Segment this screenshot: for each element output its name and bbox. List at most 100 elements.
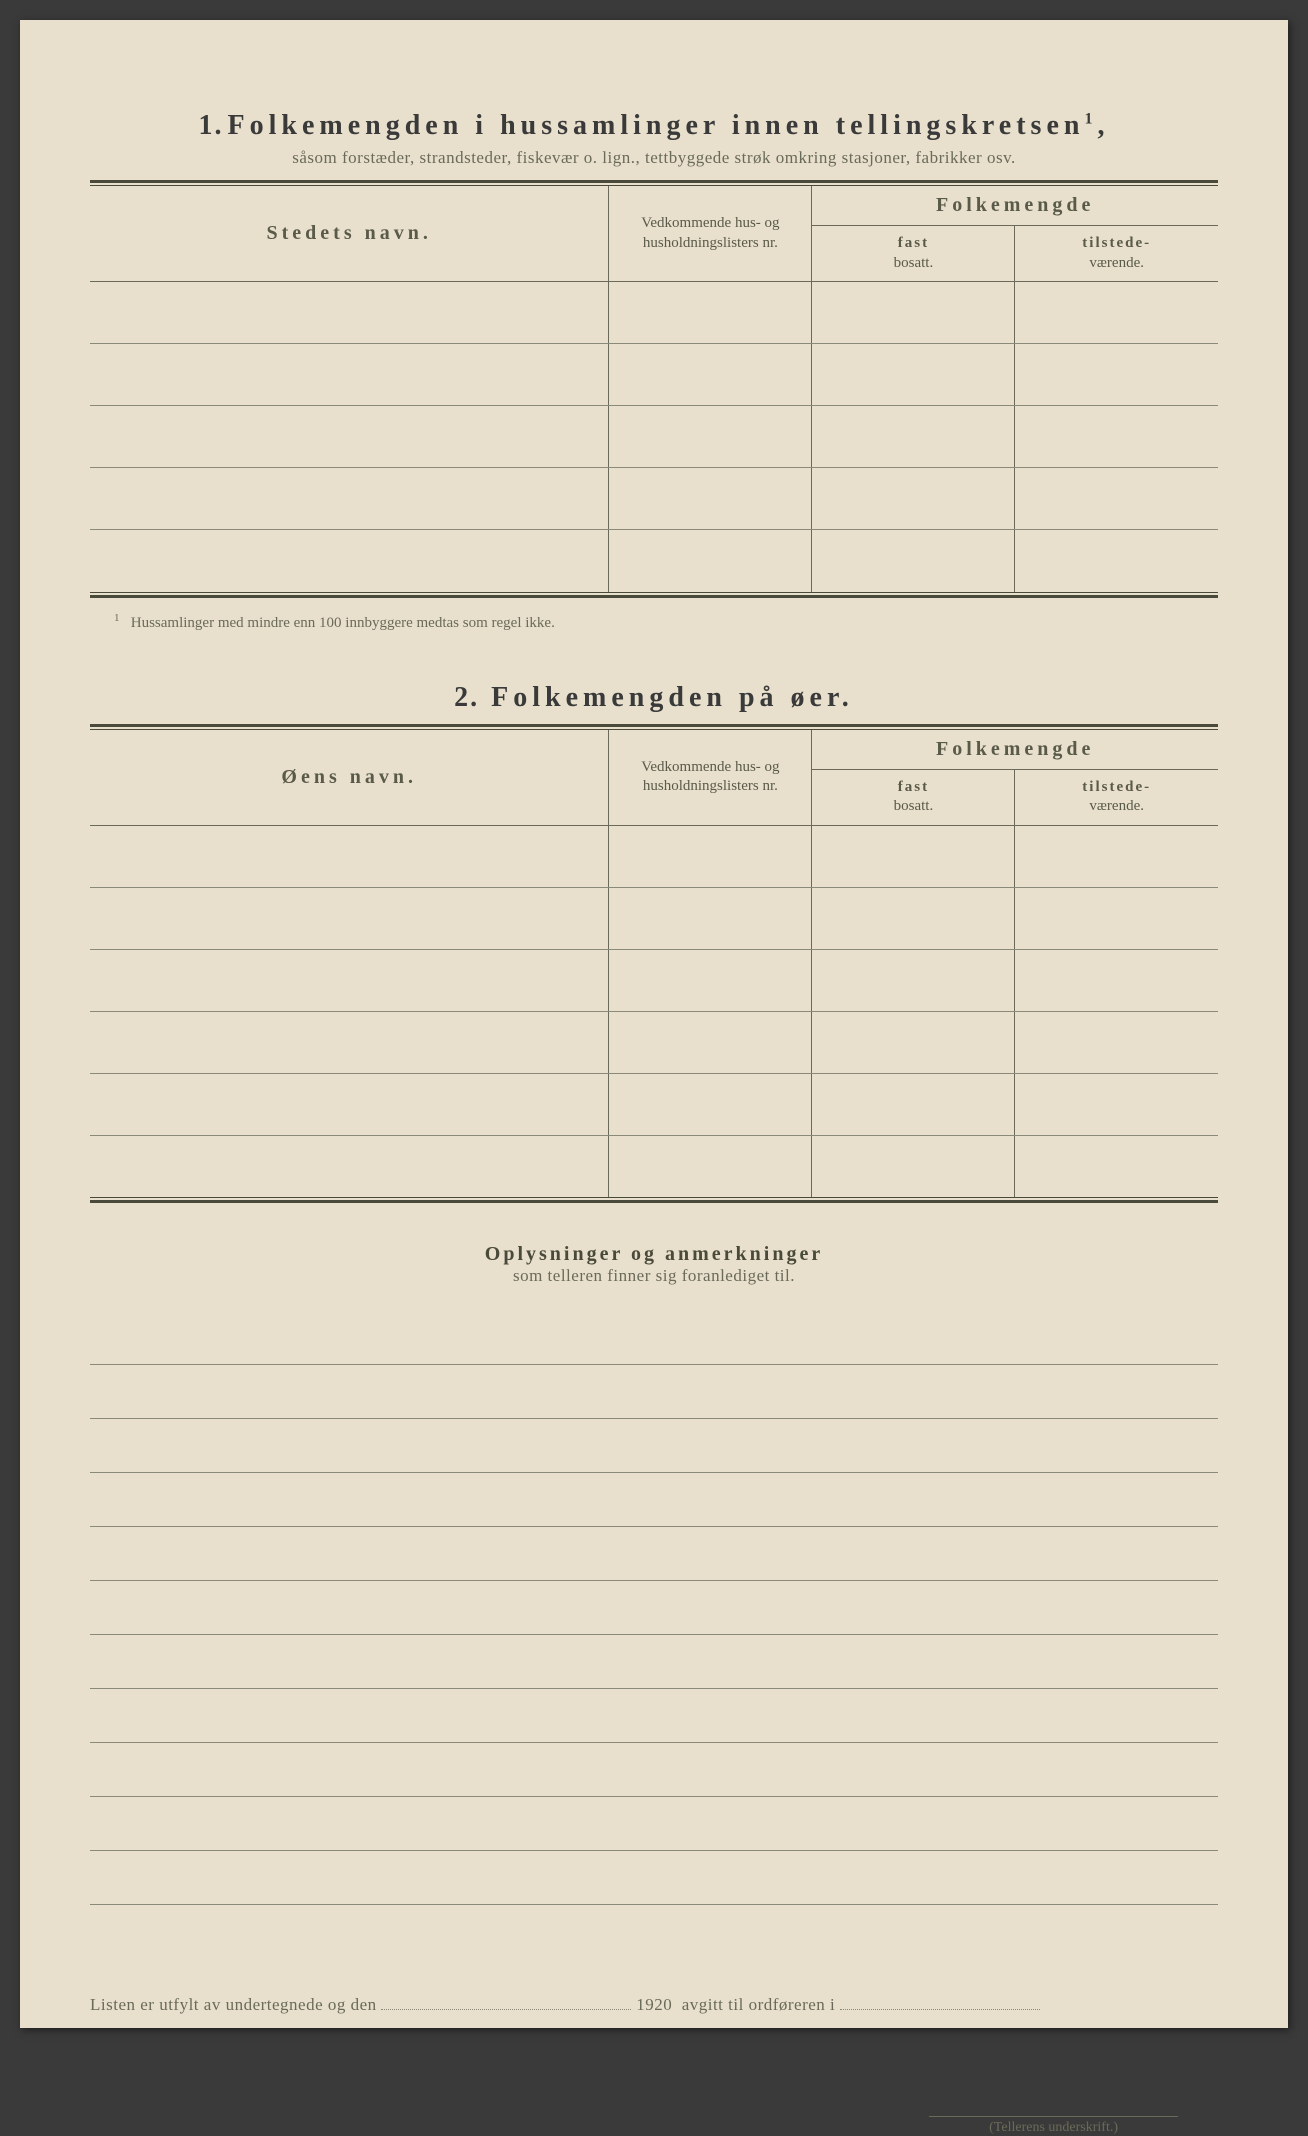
table-cell bbox=[812, 344, 1015, 406]
notes-subtitle: som telleren finner sig foranlediget til… bbox=[90, 1266, 1218, 1286]
table-cell bbox=[812, 468, 1015, 530]
table-cell bbox=[1015, 406, 1218, 468]
table-cell bbox=[90, 887, 609, 949]
writing-line bbox=[90, 1527, 1218, 1581]
section1-col-tilstede: tilstede- værende. bbox=[1015, 226, 1218, 282]
section2-tbody bbox=[90, 825, 1218, 1197]
table-cell bbox=[609, 1073, 812, 1135]
table-row bbox=[90, 825, 1218, 887]
section1-col-name: Stedets navn. bbox=[90, 186, 609, 282]
table-cell bbox=[812, 406, 1015, 468]
section2-col-name: Øens navn. bbox=[90, 730, 609, 826]
table-cell bbox=[812, 825, 1015, 887]
table-row bbox=[90, 530, 1218, 592]
section1-heading: 1. Folkemengden i hussamlinger innen tel… bbox=[90, 110, 1218, 142]
notes-heading: Oplysninger og anmerkninger som telleren… bbox=[90, 1243, 1218, 1286]
table-cell bbox=[609, 530, 812, 592]
section2-heading: 2. Folkemengden på øer. bbox=[90, 682, 1218, 714]
table-cell bbox=[609, 949, 812, 1011]
signature-area: O. Landmark. (Tellerens underskrift.) bbox=[90, 2065, 1218, 2136]
table-cell bbox=[812, 1011, 1015, 1073]
table-cell bbox=[812, 887, 1015, 949]
section1-bottom-rule bbox=[90, 592, 1218, 598]
writing-line bbox=[90, 1311, 1218, 1365]
footer-line: Listen er utfylt av undertegnede og den … bbox=[90, 1995, 1218, 2015]
section2-col-pop: Folkemengde bbox=[812, 730, 1218, 770]
section1-number: 1. bbox=[199, 110, 224, 141]
section2-number: 2. bbox=[454, 682, 479, 713]
section1-title: Folkemengden i hussamlinger innen tellin… bbox=[228, 110, 1085, 141]
writing-line bbox=[90, 1635, 1218, 1689]
table-cell bbox=[1015, 1073, 1218, 1135]
table-cell bbox=[1015, 1011, 1218, 1073]
table-row bbox=[90, 282, 1218, 344]
table-cell bbox=[90, 949, 609, 1011]
section1-footnote: 1 Hussamlinger med mindre enn 100 innbyg… bbox=[114, 612, 1218, 632]
table-cell bbox=[609, 887, 812, 949]
table-cell bbox=[90, 282, 609, 344]
table-cell bbox=[90, 406, 609, 468]
section2-bottom-rule bbox=[90, 1197, 1218, 1203]
table-cell bbox=[90, 530, 609, 592]
table-cell bbox=[90, 468, 609, 530]
section1-tbody bbox=[90, 282, 1218, 592]
section1-col-ref: Vedkommende hus- og husholdningslisters … bbox=[609, 186, 812, 282]
table-cell bbox=[90, 1135, 609, 1197]
table-row bbox=[90, 1011, 1218, 1073]
section1-subtitle: såsom forstæder, strandsteder, fiskevær … bbox=[90, 148, 1218, 168]
table-cell bbox=[1015, 468, 1218, 530]
section1-col-pop: Folkemengde bbox=[812, 186, 1218, 226]
section1-superscript: 1 bbox=[1084, 111, 1097, 128]
table-cell bbox=[812, 949, 1015, 1011]
signature: O. Landmark. bbox=[90, 2065, 1178, 2116]
signature-caption: (Tellerens underskrift.) bbox=[929, 2116, 1178, 2136]
section1-col-fast: fast bosatt. bbox=[812, 226, 1015, 282]
writing-line bbox=[90, 1743, 1218, 1797]
table-row bbox=[90, 1073, 1218, 1135]
table-cell bbox=[812, 530, 1015, 592]
section2-col-ref: Vedkommende hus- og husholdningslisters … bbox=[609, 730, 812, 826]
section2-title: Folkemengden på øer. bbox=[491, 682, 854, 713]
table-row bbox=[90, 887, 1218, 949]
table-cell bbox=[1015, 282, 1218, 344]
section2-col-tilstede: tilstede- værende. bbox=[1015, 769, 1218, 825]
table-row bbox=[90, 406, 1218, 468]
table-row bbox=[90, 949, 1218, 1011]
table-cell bbox=[90, 1011, 609, 1073]
table-row bbox=[90, 344, 1218, 406]
table-cell bbox=[609, 825, 812, 887]
table-cell bbox=[90, 825, 609, 887]
table-row bbox=[90, 468, 1218, 530]
writing-line bbox=[90, 1851, 1218, 1905]
table-cell bbox=[609, 468, 812, 530]
table-cell bbox=[1015, 530, 1218, 592]
table-cell bbox=[812, 1073, 1015, 1135]
table-cell bbox=[609, 1011, 812, 1073]
section2-col-fast: fast bosatt. bbox=[812, 769, 1015, 825]
table-cell bbox=[609, 282, 812, 344]
table-cell bbox=[1015, 344, 1218, 406]
table-cell bbox=[1015, 825, 1218, 887]
section1-table: Stedets navn. Vedkommende hus- og hushol… bbox=[90, 186, 1218, 592]
table-cell bbox=[609, 406, 812, 468]
writing-line bbox=[90, 1581, 1218, 1635]
table-cell bbox=[90, 344, 609, 406]
document-page: 1. Folkemengden i hussamlinger innen tel… bbox=[20, 20, 1288, 2028]
table-cell bbox=[812, 1135, 1015, 1197]
table-cell bbox=[1015, 1135, 1218, 1197]
table-row bbox=[90, 1135, 1218, 1197]
writing-line bbox=[90, 1419, 1218, 1473]
table-cell bbox=[1015, 887, 1218, 949]
table-cell bbox=[1015, 949, 1218, 1011]
writing-line bbox=[90, 1473, 1218, 1527]
writing-line bbox=[90, 1365, 1218, 1419]
table-cell bbox=[90, 1073, 609, 1135]
table-cell bbox=[609, 1135, 812, 1197]
writing-line bbox=[90, 1689, 1218, 1743]
table-cell bbox=[812, 282, 1015, 344]
writing-line bbox=[90, 1797, 1218, 1851]
section2-table: Øens navn. Vedkommende hus- og husholdni… bbox=[90, 730, 1218, 1198]
notes-title: Oplysninger og anmerkninger bbox=[90, 1243, 1218, 1266]
table-cell bbox=[609, 344, 812, 406]
notes-lines bbox=[90, 1311, 1218, 1905]
